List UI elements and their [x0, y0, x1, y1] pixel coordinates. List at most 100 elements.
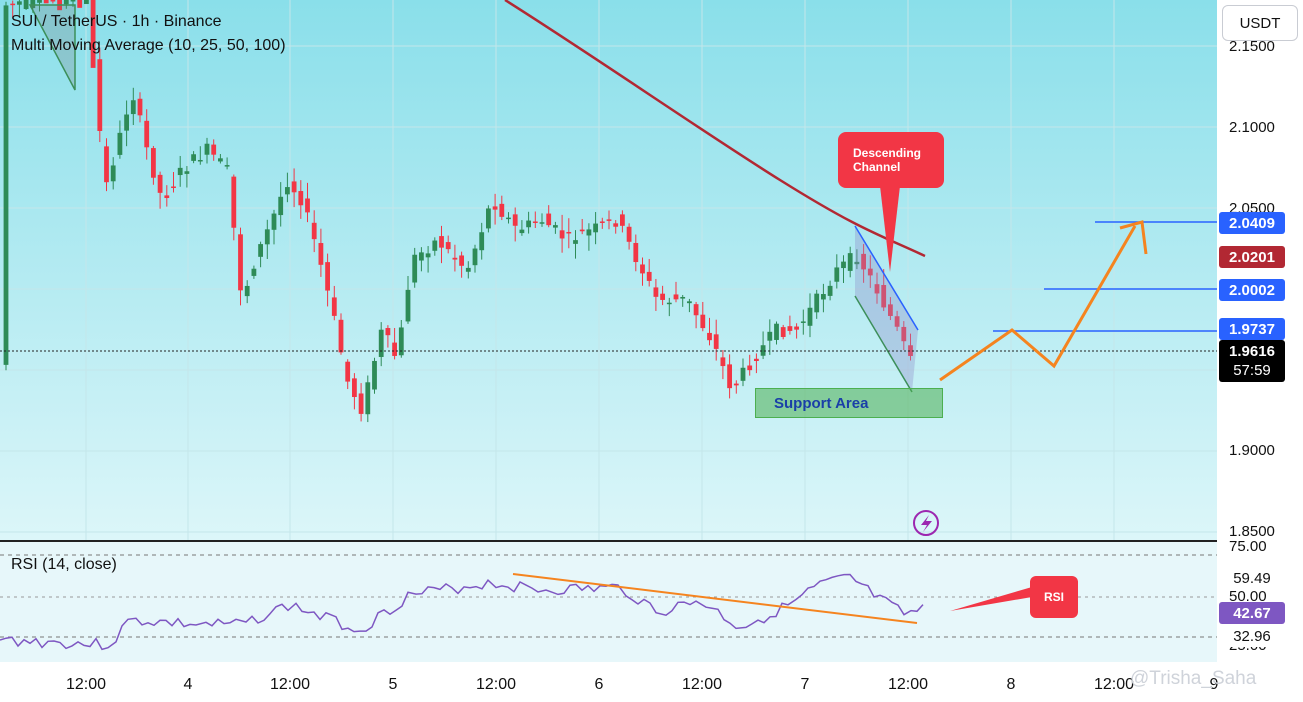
candle-body: [646, 271, 652, 281]
candle-body: [191, 154, 196, 161]
channel-lower-line: [854, 295, 913, 393]
candle-body: [218, 158, 223, 162]
candle-body: [733, 383, 739, 386]
candle-body: [385, 328, 391, 336]
rsi-trendline: [512, 573, 918, 624]
channel-callout: Descending Channel: [838, 132, 944, 188]
candle-body: [867, 268, 873, 276]
current-price: 1.9616: [1229, 343, 1275, 360]
candle-body: [130, 100, 136, 115]
candle-body: [519, 229, 525, 234]
candle-body: [278, 196, 284, 216]
candle-body: [459, 255, 464, 266]
candle-body: [325, 262, 330, 291]
symbol-title[interactable]: SUI / TetherUS · 1h · Binance: [11, 13, 222, 30]
lightning-icon[interactable]: [913, 510, 939, 536]
candle-body: [211, 144, 217, 155]
grid-lines: [0, 0, 1217, 540]
candle-body: [84, 0, 89, 5]
rsi-title[interactable]: RSI (14, close): [11, 556, 117, 573]
time-label: 9: [1209, 676, 1219, 693]
candle-countdown: 57:59: [1233, 362, 1271, 379]
candle-body: [512, 214, 518, 226]
candle-body: [117, 132, 123, 155]
candle-body: [50, 0, 56, 2]
candle-body: [559, 230, 565, 239]
candle-body: [553, 225, 558, 228]
candle-body: [70, 0, 76, 2]
candle-body: [157, 174, 163, 193]
time-label: 12:00: [65, 676, 107, 693]
time-label: 12:00: [1093, 676, 1135, 693]
candle-body: [834, 267, 840, 282]
candle-body: [77, 0, 83, 8]
projection-arrowhead: [1119, 220, 1148, 255]
candle-body: [499, 203, 505, 217]
candle-body: [526, 220, 531, 228]
rsi-tag-high: 59.49: [1219, 567, 1285, 589]
candle-body: [398, 327, 404, 356]
candle-body: [626, 226, 632, 242]
pane-divider: [0, 540, 1303, 542]
candle-body: [874, 284, 880, 294]
candle-body: [10, 3, 16, 6]
time-label: 12:00: [475, 676, 517, 693]
candle-body: [30, 0, 36, 9]
level-tag-2: 2.0002: [1219, 279, 1285, 301]
candle-body: [137, 98, 143, 116]
candle-body: [640, 264, 645, 274]
candle-body: [841, 261, 846, 269]
candle-body: [345, 361, 351, 382]
candle-body: [573, 240, 578, 244]
candle-body: [372, 360, 377, 390]
candle-body: [707, 332, 712, 341]
candle-body: [144, 120, 150, 148]
candle-body: [673, 294, 679, 300]
candle-body: [780, 327, 786, 337]
time-label: 6: [594, 676, 604, 693]
candle-body: [687, 301, 692, 304]
price-label: 2.1500: [1229, 38, 1275, 55]
time-label: 8: [1006, 676, 1016, 693]
candle-body: [419, 252, 424, 261]
candle-body: [579, 229, 585, 232]
candle-body: [298, 191, 304, 206]
candle-body: [814, 293, 820, 313]
candle-body: [331, 297, 337, 316]
candle-body: [251, 268, 257, 276]
current-price-tag: 1.9616 57:59: [1219, 340, 1285, 382]
candle-body: [767, 331, 773, 341]
time-label: 12:00: [887, 676, 929, 693]
rsi-tag-low: 32.96: [1219, 625, 1285, 647]
candle-body: [392, 342, 397, 356]
candle-body: [787, 326, 793, 331]
rsi-tag-current: 42.67: [1219, 602, 1285, 624]
candle-body: [271, 213, 277, 230]
candle-body: [586, 229, 592, 236]
channel-callout-text: Descending Channel: [853, 146, 922, 174]
rsi-callout: RSI: [1030, 576, 1078, 618]
candle-body: [465, 267, 471, 272]
candle-body: [700, 314, 706, 329]
candle-body: [43, 0, 49, 4]
candle-body: [425, 253, 431, 258]
moving-average-line: [504, 0, 926, 258]
candle-body: [318, 243, 324, 265]
candle-body: [660, 293, 665, 300]
descending-channel-fill: [855, 226, 918, 392]
indicator-title[interactable]: Multi Moving Average (10, 25, 50, 100): [11, 37, 286, 54]
price-label: 1.9000: [1229, 442, 1275, 459]
candle-body: [606, 219, 612, 221]
candle-body: [680, 296, 686, 299]
candle-body: [506, 217, 511, 220]
price-label: 2.1000: [1229, 119, 1275, 136]
candle-body: [164, 195, 170, 199]
candle-body: [124, 114, 129, 131]
candle-body: [821, 294, 826, 300]
rsi-axis-label: 50.00: [1229, 588, 1267, 605]
currency-button[interactable]: USDT: [1222, 5, 1298, 41]
price-pane-background: [0, 0, 1217, 540]
candle-body: [311, 222, 317, 240]
candle-body: [197, 159, 203, 162]
